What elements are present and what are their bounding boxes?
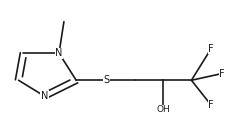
Text: S: S: [104, 75, 110, 85]
Text: N: N: [41, 91, 48, 101]
Text: OH: OH: [156, 105, 170, 114]
Text: F: F: [219, 68, 225, 79]
Text: F: F: [208, 100, 214, 110]
Text: N: N: [55, 48, 63, 58]
Text: F: F: [208, 44, 214, 54]
